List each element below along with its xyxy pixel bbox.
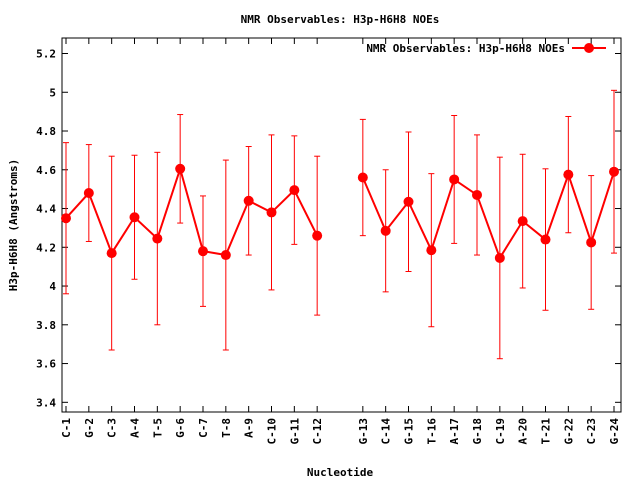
y-tick-label: 4.8 — [36, 125, 56, 138]
data-point — [403, 196, 414, 207]
x-tick-label: G-22 — [562, 418, 575, 445]
legend: NMR Observables: H3p-H6H8 NOEs — [366, 42, 606, 55]
data-point — [289, 185, 300, 196]
y-tick-label: 3.4 — [36, 396, 56, 409]
data-point — [198, 246, 208, 257]
x-tick-label: T-16 — [425, 418, 438, 445]
data-point — [83, 188, 94, 199]
data-point — [106, 248, 117, 259]
y-axis-label: H3p-H6H8 (Angstroms) — [7, 159, 20, 291]
x-tick-label: G-11 — [288, 418, 301, 445]
x-tick-label: C-1 — [60, 418, 73, 438]
y-tick-label: 4.2 — [36, 241, 56, 254]
x-tick-label: C-23 — [585, 418, 598, 445]
x-tick-label: T-21 — [540, 418, 553, 445]
data-point — [357, 172, 368, 183]
series-line — [65, 165, 319, 257]
data-point — [61, 213, 71, 224]
x-tick-label: G-15 — [403, 418, 416, 445]
data-point — [152, 233, 163, 244]
legend-marker — [584, 43, 594, 53]
y-axis: 3.4 3.6 3.8 4 4.2 4.4 4.6 4.8 5 5.2 — [36, 48, 621, 409]
data-point — [494, 252, 505, 263]
x-tick-label: G-24 — [608, 418, 621, 445]
y-tick-label: 4 — [49, 280, 56, 293]
data-point — [540, 234, 551, 245]
x-tick-label: A-20 — [517, 418, 530, 445]
series-line — [361, 171, 615, 261]
series-lines — [65, 165, 615, 261]
x-tick-label: G-18 — [471, 418, 484, 445]
legend-label: NMR Observables: H3p-H6H8 NOEs — [366, 42, 565, 55]
data-point — [129, 212, 140, 223]
y-tick-label: 5 — [49, 86, 56, 99]
chart-title: NMR Observables: H3p-H6H8 NOEs — [241, 13, 440, 26]
data-point — [175, 163, 186, 174]
y-tick-label: 5.2 — [36, 48, 56, 61]
x-axis: C-1 G-2 C-3 A-4 T-5 G-6 C-7 T-8 A-9 C-10 G-11 C-12 G… — [60, 38, 621, 445]
x-tick-label: C-12 — [311, 418, 324, 445]
x-tick-label: C-7 — [197, 418, 210, 438]
data-point — [449, 174, 460, 185]
data-point — [312, 230, 323, 241]
y-tick-label: 4.6 — [36, 164, 56, 177]
data-point — [563, 169, 574, 180]
x-tick-label: A-4 — [129, 418, 142, 438]
y-tick-label: 3.6 — [36, 358, 56, 371]
x-tick-label: C-14 — [380, 418, 393, 445]
x-tick-label: T-8 — [220, 418, 233, 438]
data-points — [61, 163, 619, 263]
data-point — [243, 195, 254, 206]
x-tick-label: A-17 — [448, 418, 461, 445]
x-tick-label: G-2 — [83, 418, 96, 438]
x-axis-label: Nucleotide — [307, 466, 374, 479]
data-point — [517, 216, 528, 227]
y-tick-label: 3.8 — [36, 319, 56, 332]
x-tick-label: T-5 — [151, 418, 164, 438]
data-point — [380, 225, 391, 236]
x-tick-label: C-10 — [266, 418, 279, 445]
data-point — [586, 237, 597, 248]
x-tick-label: G-6 — [174, 418, 187, 438]
error-bars — [63, 89, 617, 360]
x-tick-label: C-3 — [106, 418, 119, 438]
x-tick-label: G-13 — [357, 418, 370, 445]
data-point — [266, 207, 277, 218]
x-tick-label: A-9 — [243, 418, 256, 438]
data-point — [426, 245, 437, 256]
data-point — [609, 166, 619, 177]
plot-frame — [61, 37, 622, 413]
data-point — [220, 250, 231, 261]
x-tick-label: C-19 — [494, 418, 507, 445]
y-tick-label: 4.4 — [36, 203, 56, 216]
data-point — [472, 189, 482, 200]
